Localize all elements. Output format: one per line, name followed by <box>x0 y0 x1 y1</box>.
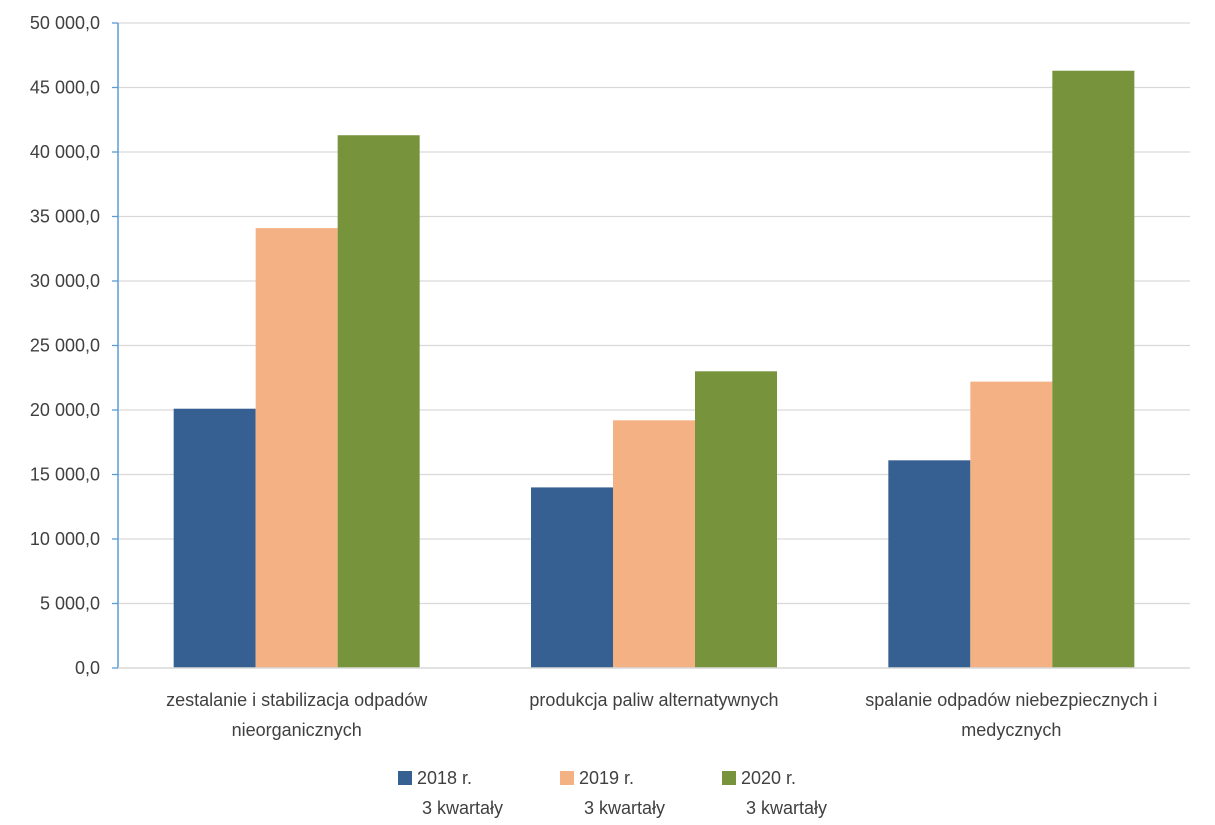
y-tick-label: 30 000,0 <box>30 271 100 291</box>
x-category-label: spalanie odpadów niebezpiecznych i <box>865 690 1157 710</box>
legend-label: 3 kwartały <box>422 798 503 818</box>
y-tick-label: 25 000,0 <box>30 336 100 356</box>
bar <box>337 135 420 669</box>
legend-swatch <box>560 771 574 785</box>
y-tick-label: 40 000,0 <box>30 142 100 162</box>
y-tick-label: 50 000,0 <box>30 13 100 33</box>
bar <box>613 420 695 668</box>
y-tick-label: 35 000,0 <box>30 207 100 227</box>
y-tick-label: 10 000,0 <box>30 529 100 549</box>
legend-label: 2019 r. <box>579 768 634 788</box>
y-tick-label: 45 000,0 <box>30 78 100 98</box>
bar <box>255 228 338 669</box>
legend-swatch <box>398 771 412 785</box>
legend: 2018 r. 3 kwartały 2019 r. 3 kwartały 2020 r… <box>398 768 827 818</box>
bar <box>888 460 971 668</box>
legend-label: 2018 r. <box>417 768 472 788</box>
x-category-label: nieorganicznych <box>232 720 362 740</box>
legend-label: 2020 r. <box>741 768 796 788</box>
bar <box>173 408 256 668</box>
y-tick-label: 15 000,0 <box>30 465 100 485</box>
x-category-label: produkcja paliw alternatywnych <box>529 690 778 710</box>
legend-label: 3 kwartały <box>746 798 827 818</box>
bars <box>173 70 1135 669</box>
bar <box>531 487 613 668</box>
y-tick-labels: 0,0 5 000,0 10 000,0 15 000,0 20 000,0 25 000… <box>30 13 100 678</box>
bar <box>695 371 777 668</box>
legend-swatch <box>722 771 736 785</box>
legend-label: 3 kwartały <box>584 798 665 818</box>
x-category-label: zestalanie i stabilizacja odpadów <box>166 690 428 710</box>
y-tick-label: 0,0 <box>75 658 100 678</box>
x-category-label: medycznych <box>961 720 1061 740</box>
bar <box>1052 70 1135 669</box>
x-category-labels: zestalanie i stabilizacja odpadów nieorga… <box>166 690 1157 740</box>
axes <box>112 22 1190 669</box>
y-tick-label: 5 000,0 <box>40 594 100 614</box>
y-tick-label: 20 000,0 <box>30 400 100 420</box>
bar <box>970 381 1053 668</box>
